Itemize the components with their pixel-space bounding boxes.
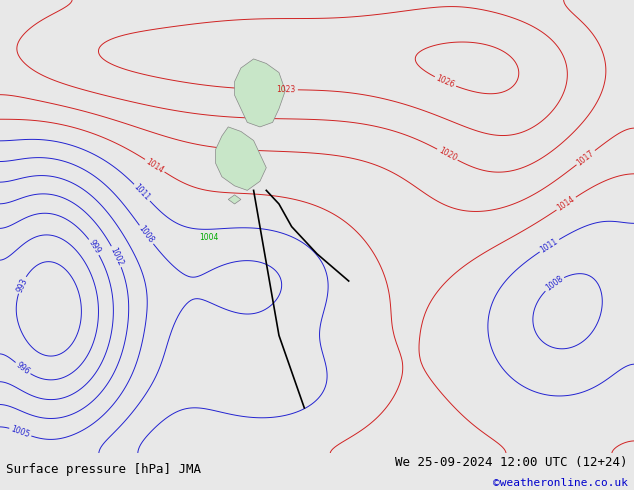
Text: 1017: 1017 [575,148,596,167]
Text: 993: 993 [15,276,29,294]
Text: 996: 996 [15,360,31,376]
Text: 1014: 1014 [555,195,577,213]
Text: ©weatheronline.co.uk: ©weatheronline.co.uk [493,478,628,488]
Text: 1014: 1014 [145,157,165,174]
Polygon shape [228,195,241,204]
Text: Surface pressure [hPa] JMA: Surface pressure [hPa] JMA [6,463,202,476]
Polygon shape [235,59,285,127]
Text: 1011: 1011 [539,237,560,254]
Text: 999: 999 [86,239,102,256]
Text: 1020: 1020 [437,146,458,163]
Text: 1004: 1004 [200,233,219,242]
Text: 1005: 1005 [10,424,31,440]
Text: We 25-09-2024 12:00 UTC (12+24): We 25-09-2024 12:00 UTC (12+24) [395,456,628,469]
Text: 1026: 1026 [435,74,456,90]
Text: 1002: 1002 [108,246,125,267]
Text: 1011: 1011 [133,183,152,202]
Text: 1008: 1008 [137,224,156,245]
Text: 1023: 1023 [276,85,296,94]
Text: 1008: 1008 [544,274,564,293]
Polygon shape [216,127,266,191]
